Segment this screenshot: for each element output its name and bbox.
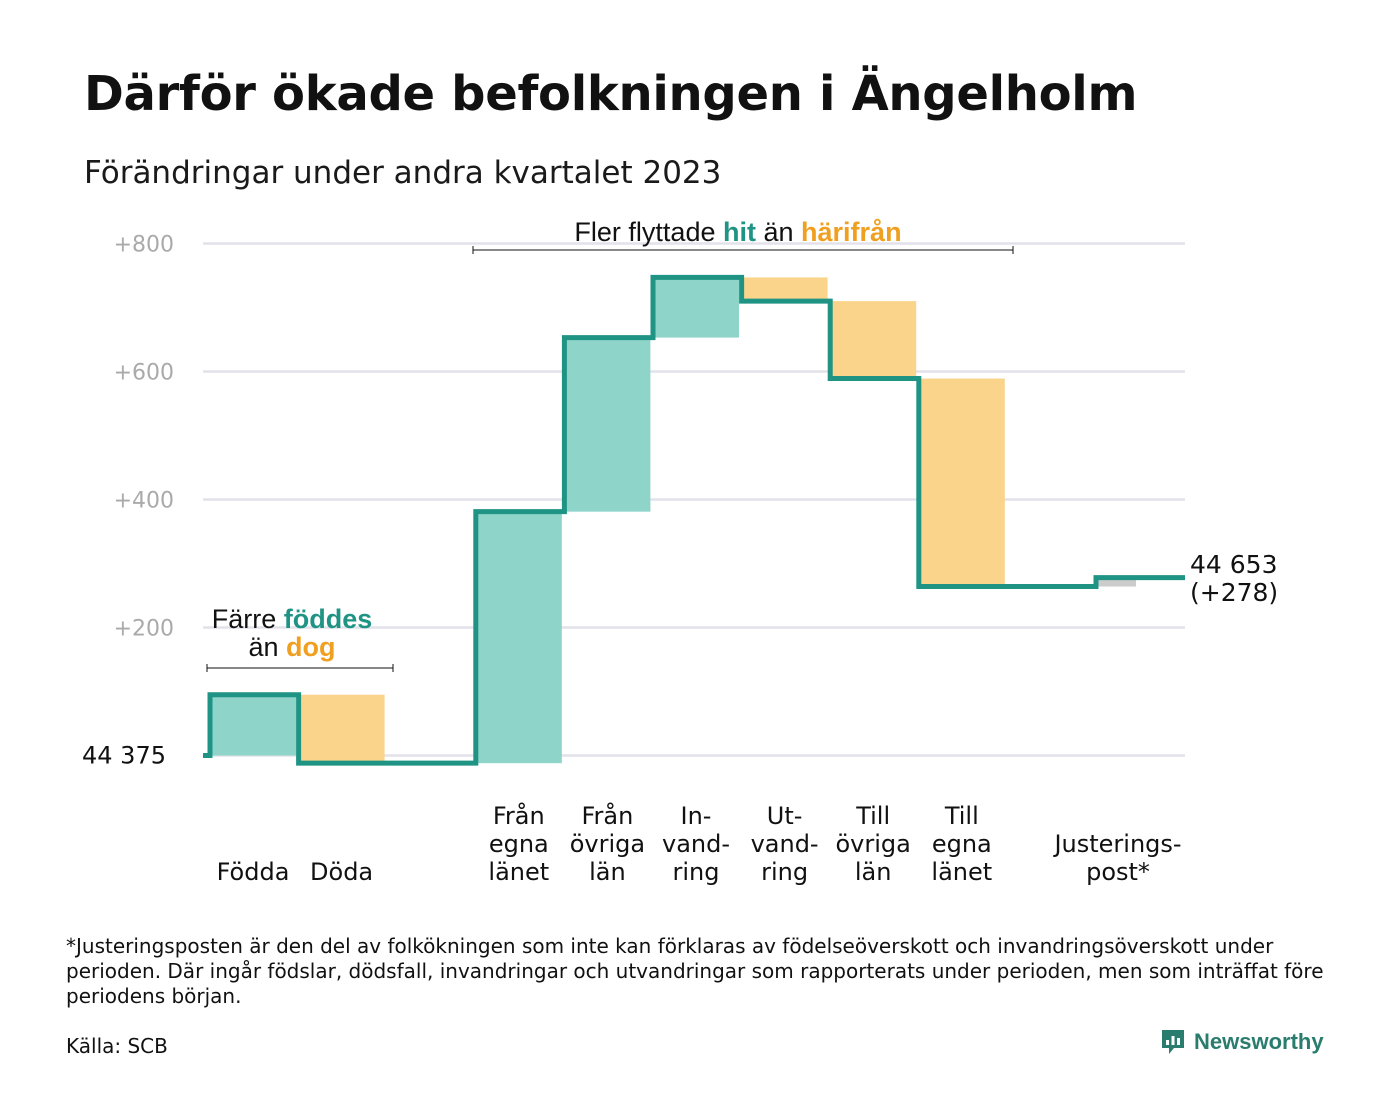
newsworthy-logo-icon bbox=[1162, 1030, 1184, 1054]
chart-title: Därför ökade befolkningen i Ängelholm bbox=[84, 66, 1138, 122]
end-value-label: (+278) bbox=[1190, 578, 1278, 607]
category-label: Justerings- bbox=[1052, 830, 1181, 858]
migration-annotation: Fler flyttade hit än härifrån bbox=[574, 217, 901, 247]
category-label: Döda bbox=[310, 858, 373, 886]
category-label: vand- bbox=[662, 830, 730, 858]
y-tick-label: +600 bbox=[114, 361, 174, 386]
category-label: övriga bbox=[570, 830, 645, 858]
category-label: In- bbox=[681, 802, 712, 830]
annotation-an2: än bbox=[756, 217, 801, 247]
births-annotation-line1: Färre föddes bbox=[212, 604, 373, 634]
step-line bbox=[203, 274, 1185, 766]
waterfall-bar bbox=[475, 511, 562, 764]
waterfall-bar bbox=[1096, 577, 1136, 587]
end-value-label: 44 653 bbox=[1190, 550, 1277, 579]
annotation-an: än bbox=[248, 632, 286, 662]
annotation-foddes: föddes bbox=[284, 604, 373, 634]
y-tick-label: +200 bbox=[114, 617, 174, 642]
waterfall-bar bbox=[564, 337, 651, 512]
category-label: Till bbox=[855, 802, 890, 830]
waterfall-bar bbox=[741, 277, 828, 302]
category-label: egna bbox=[932, 830, 992, 858]
category-label: län bbox=[589, 858, 626, 886]
annotation-harifran: härifrån bbox=[801, 217, 902, 247]
migration-bracket bbox=[472, 246, 1014, 254]
y-tick-label: +800 bbox=[114, 233, 174, 258]
annotation-hit: hit bbox=[723, 217, 756, 247]
start-value-label: 44 375 bbox=[82, 742, 166, 770]
y-tick-label: +400 bbox=[114, 489, 174, 514]
step-line-layer bbox=[203, 274, 1185, 766]
category-label: länet bbox=[931, 858, 992, 886]
category-label: Ut- bbox=[767, 802, 803, 830]
category-label: egna bbox=[489, 830, 549, 858]
births-annotation-line2: än dog bbox=[248, 632, 335, 662]
category-label: ring bbox=[761, 858, 808, 886]
category-label: län bbox=[855, 858, 892, 886]
category-label: Till bbox=[944, 802, 979, 830]
waterfall-bar bbox=[830, 301, 917, 379]
category-label: Från bbox=[493, 801, 545, 830]
annotation-dog: dog bbox=[286, 632, 335, 662]
category-label: post* bbox=[1086, 858, 1150, 886]
footnote: *Justeringsposten är den del av folkökni… bbox=[66, 934, 1324, 1008]
waterfall-bar bbox=[210, 694, 296, 756]
category-label: Födda bbox=[217, 858, 290, 886]
logo-text: Newsworthy bbox=[1194, 1029, 1324, 1054]
category-label: länet bbox=[488, 858, 549, 886]
waterfall-bar bbox=[298, 694, 385, 764]
chart-subtitle: Förändringar under andra kvartalet 2023 bbox=[84, 155, 722, 191]
newsworthy-logo[interactable]: Newsworthy bbox=[1160, 1028, 1324, 1056]
bar-layer bbox=[210, 277, 1136, 764]
annotation-fler: Fler flyttade bbox=[574, 217, 723, 247]
births-bracket bbox=[206, 664, 394, 672]
category-label: Från bbox=[581, 801, 633, 830]
source-label: Källa: SCB bbox=[66, 1034, 168, 1058]
category-label: övriga bbox=[836, 830, 911, 858]
annotation-farre: Färre bbox=[212, 604, 284, 634]
category-label: ring bbox=[673, 858, 720, 886]
waterfall-bar bbox=[918, 378, 1005, 587]
category-label: vand- bbox=[751, 830, 819, 858]
waterfall-bar bbox=[653, 277, 739, 338]
